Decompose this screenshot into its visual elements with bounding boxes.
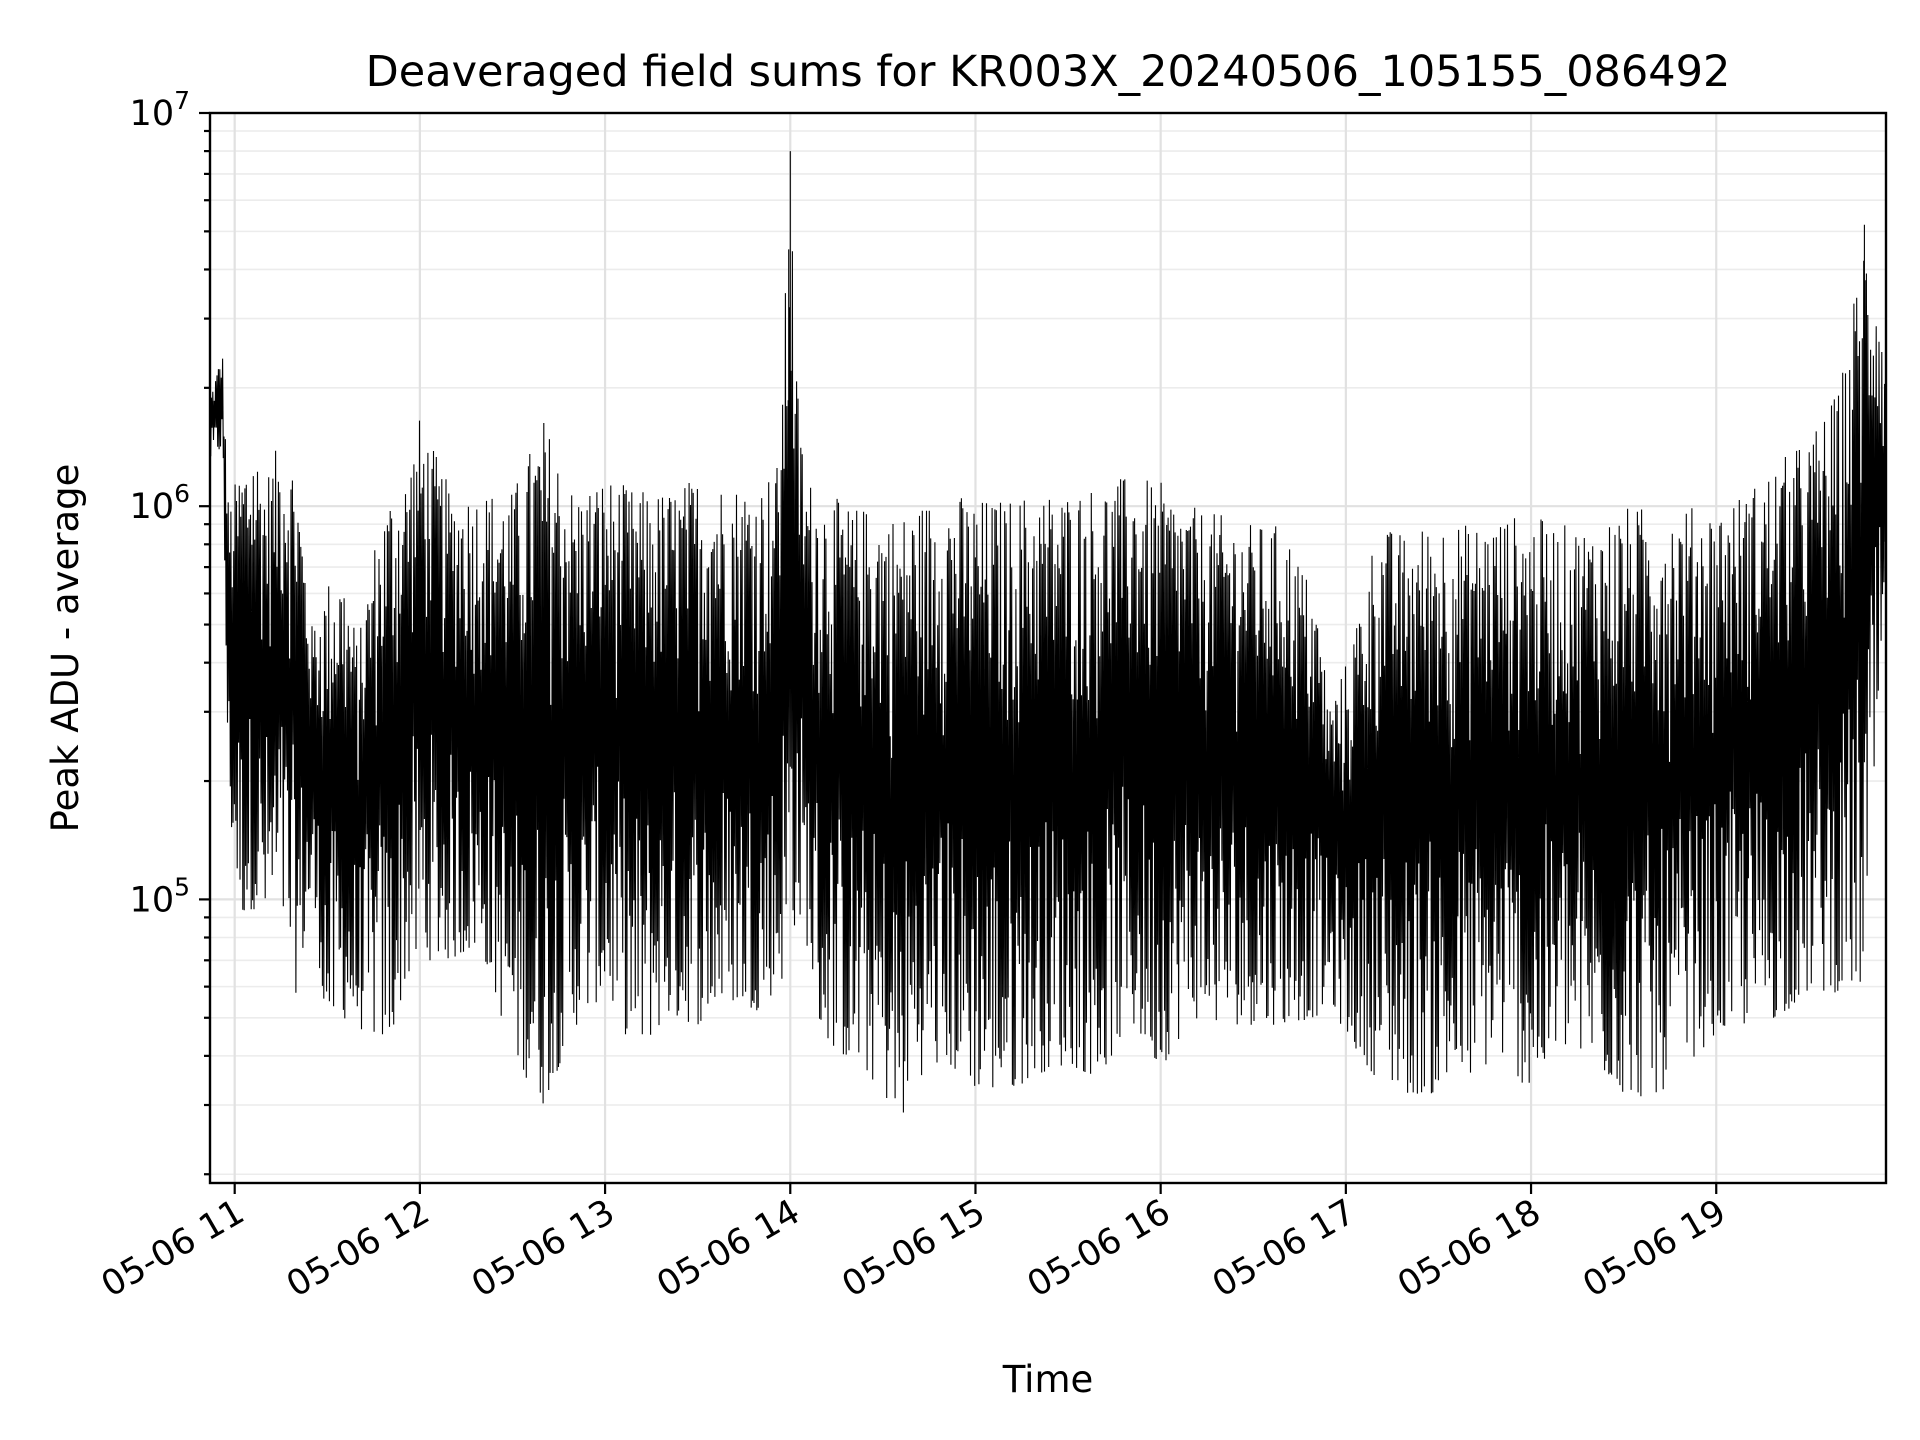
axis-ticks	[199, 111, 1718, 1194]
y-axis-label: Peak ADU - average	[44, 464, 87, 833]
chart-title: Deaveraged field sums for KR003X_2024050…	[366, 47, 1731, 97]
x-tick-labels: 05-06 11 05-06 12 05-06 13 05-06 14 05-06 15…	[95, 1192, 1733, 1305]
x-tick-label: 05-06 13	[465, 1192, 621, 1305]
x-tick-label: 05-06 16	[1021, 1192, 1177, 1305]
x-tick-label: 05-06 17	[1206, 1192, 1362, 1305]
plot-frame	[208, 111, 1888, 1185]
x-tick-label: 05-06 12	[280, 1192, 436, 1305]
x-tick-label: 05-06 11	[95, 1192, 251, 1305]
x-tick-label: 05-06 15	[836, 1192, 992, 1305]
y-tick-label: 105	[130, 872, 190, 920]
y-tick-labels: 105 106 107	[130, 86, 190, 920]
x-tick-label: 05-06 14	[650, 1192, 806, 1305]
y-tick-label: 107	[130, 86, 190, 134]
series-line	[209, 151, 1887, 1113]
x-tick-label: 05-06 18	[1391, 1192, 1547, 1305]
x-axis-label: Time	[1002, 1358, 1094, 1401]
x-tick-label: 05-06 19	[1576, 1192, 1732, 1305]
y-tick-label: 106	[130, 479, 190, 527]
